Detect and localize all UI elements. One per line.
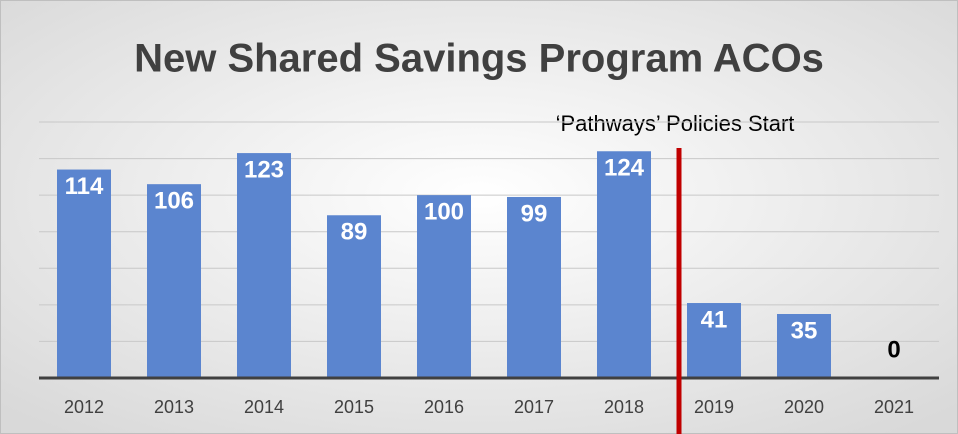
x-tick-label: 2018 [604, 397, 644, 417]
data-label: 0 [887, 336, 900, 363]
data-label: 124 [604, 155, 645, 182]
data-label: 123 [244, 156, 284, 183]
x-tick-label: 2016 [424, 397, 464, 417]
data-label: 89 [341, 219, 368, 246]
bar [327, 215, 381, 378]
bar [507, 196, 561, 378]
x-tick-label: 2021 [874, 397, 914, 417]
data-label: 106 [154, 188, 194, 215]
chart-title: New Shared Savings Program ACOs [134, 37, 824, 81]
bar [237, 153, 291, 378]
bar [597, 151, 651, 378]
bar [147, 184, 201, 378]
data-label: 41 [701, 306, 728, 333]
bar [777, 314, 831, 378]
data-label: 114 [65, 173, 104, 200]
bar [417, 195, 471, 378]
x-tick-label: 2012 [64, 397, 104, 417]
annotation: ‘Pathways’ Policies Start [556, 111, 795, 136]
x-tick-label: 2020 [784, 397, 824, 417]
x-tick-label: 2014 [244, 397, 284, 417]
data-label: 99 [521, 200, 548, 227]
data-label: 35 [791, 317, 818, 344]
bar [57, 169, 111, 378]
x-tick-label: 2013 [154, 397, 194, 417]
data-label: 100 [424, 198, 464, 225]
x-tick-label: 2019 [694, 397, 734, 417]
bar [687, 303, 741, 378]
x-tick-label: 2015 [334, 397, 374, 417]
x-tick-label: 2017 [514, 397, 554, 417]
